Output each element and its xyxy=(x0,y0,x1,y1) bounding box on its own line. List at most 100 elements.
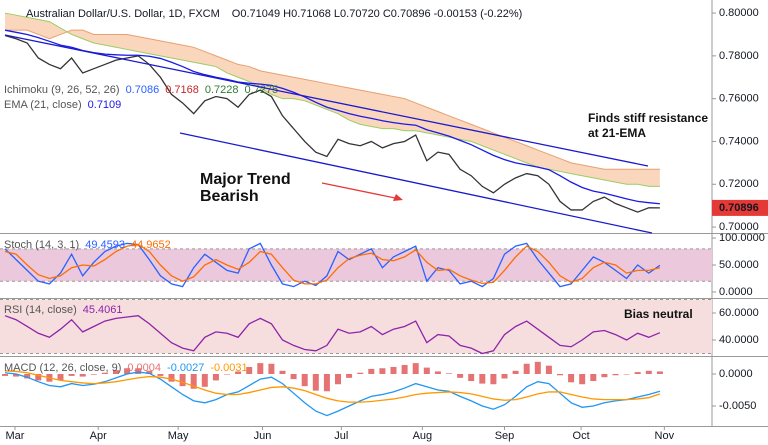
study-name: EMA (21, close) xyxy=(4,99,82,111)
x-tick-label: Mar xyxy=(6,430,25,442)
x-tick-label: Aug xyxy=(413,430,433,442)
histogram-bar xyxy=(346,373,353,378)
ichimoku-cloud xyxy=(5,13,660,187)
histogram-bar xyxy=(268,363,275,374)
histogram-bar xyxy=(190,373,197,389)
x-tick-label: Nov xyxy=(655,430,675,442)
study-value: 49.4593 xyxy=(85,239,125,251)
histogram-bar xyxy=(368,368,375,374)
histogram-bar xyxy=(446,373,452,374)
title: Australian Dollar/U.S. Dollar, 1D, FXCM xyxy=(26,8,220,20)
y-tick-label: 100.0000 xyxy=(719,232,765,244)
histogram-bar xyxy=(290,373,297,380)
histogram-bar xyxy=(246,366,253,374)
x-tick-label: Apr xyxy=(90,430,107,442)
histogram-bar xyxy=(656,371,663,374)
study-name: MACD (12, 26, close, 9) xyxy=(4,362,121,374)
histogram-bar xyxy=(612,373,619,376)
histogram-bar xyxy=(57,373,64,381)
y-tick-label: 0.0000 xyxy=(719,286,753,298)
series-line xyxy=(4,371,661,417)
histogram-bar xyxy=(68,373,75,376)
x-tick-label: Jun xyxy=(254,430,272,442)
histogram-bar xyxy=(434,371,441,374)
study-value: -0.0027 xyxy=(167,362,204,374)
quote: O0.71049 H0.71068 L0.70720 C0.70896 -0.0… xyxy=(232,8,523,20)
y-tick-label: 60.0000 xyxy=(719,307,759,319)
series-line xyxy=(4,243,661,285)
band xyxy=(0,299,712,354)
histogram-bar xyxy=(323,373,330,392)
histogram-bar xyxy=(479,373,486,384)
histogram-bar xyxy=(113,370,119,374)
annotation: Bias neutral xyxy=(624,307,693,321)
study-name: Ichimoku (9, 26, 52, 26) xyxy=(4,84,120,96)
study-label: EMA (21, close) 0.7109 xyxy=(4,99,121,111)
histogram-bar xyxy=(135,368,142,374)
histogram-bar xyxy=(512,370,519,374)
histogram-bar xyxy=(79,373,86,377)
histogram-bar xyxy=(423,367,430,374)
cloud-span xyxy=(5,29,660,170)
histogram-bar xyxy=(401,365,408,374)
histogram-bar xyxy=(590,373,597,382)
y-tick-label: 0.70000 xyxy=(719,221,759,233)
series-line xyxy=(4,34,660,213)
study-value: -0.0031 xyxy=(210,362,247,374)
x-tick-label: May xyxy=(168,430,189,442)
histogram-bar xyxy=(212,373,219,381)
study-label: RSI (14, close) 45.4061 xyxy=(4,304,123,316)
study-value: 45.4061 xyxy=(83,304,123,316)
histogram-bar xyxy=(168,373,175,382)
histogram-bar xyxy=(179,373,186,387)
histogram-bar xyxy=(235,371,242,374)
histogram-bar xyxy=(523,363,530,374)
study-label: Ichimoku (9, 26, 52, 26) 0.7086 0.7168 0.72… xyxy=(4,84,278,96)
study-value: 44.9652 xyxy=(131,239,171,251)
series-line xyxy=(4,370,661,403)
histogram-bar xyxy=(579,373,586,385)
histogram-bar xyxy=(224,373,230,375)
histogram-bar xyxy=(490,373,497,385)
histogram-bar xyxy=(24,373,31,379)
histogram-bar xyxy=(2,373,8,376)
histogram-bar xyxy=(357,372,364,374)
series-line xyxy=(4,314,661,355)
study-value: 0.7086 xyxy=(126,84,160,96)
x-tick-label: Jul xyxy=(334,430,348,442)
histogram-bar xyxy=(301,373,308,387)
study-name: Stoch (14, 3, 1) xyxy=(4,239,79,251)
chart-title: Australian Dollar/U.S. Dollar, 1D, FXCM O… xyxy=(26,8,522,20)
study-value: 0.7168 xyxy=(165,84,199,96)
series-line xyxy=(4,242,661,288)
histogram-bar xyxy=(379,368,386,374)
y-tick-label: 0.76000 xyxy=(719,93,759,105)
histogram-bar xyxy=(412,363,419,374)
y-tick-label: 0.78000 xyxy=(719,50,759,62)
histogram-bar xyxy=(501,373,508,379)
band xyxy=(0,248,712,282)
series-line xyxy=(4,29,660,205)
study-value: 0.7275 xyxy=(245,84,279,96)
y-tick-label: -0.0050 xyxy=(719,400,756,412)
y-tick-label: 0.80000 xyxy=(719,7,759,19)
annotation: Bearish xyxy=(200,188,259,205)
study-value: 0.7109 xyxy=(88,99,122,111)
histogram-bar xyxy=(35,373,42,381)
histogram-bar xyxy=(634,372,641,374)
trend-lines xyxy=(4,34,653,234)
study-label: MACD (12, 26, close, 9) 0.0004 -0.0027 -0.0… xyxy=(4,362,248,374)
y-tick-label: 0.72000 xyxy=(719,178,759,190)
last-price-tag xyxy=(712,199,768,216)
x-tick-label: Sep xyxy=(495,430,515,442)
histogram-bar xyxy=(13,373,20,377)
histogram-bar xyxy=(157,373,164,376)
last-price-label: 0.70896 xyxy=(719,202,759,214)
histogram-bar xyxy=(90,373,97,375)
histogram-bar xyxy=(335,373,341,385)
cloud-span xyxy=(4,12,660,187)
histogram-bar xyxy=(279,370,286,374)
study-name: RSI (14, close) xyxy=(4,304,77,316)
histogram-bar xyxy=(468,373,475,382)
histogram-bar xyxy=(601,373,608,378)
